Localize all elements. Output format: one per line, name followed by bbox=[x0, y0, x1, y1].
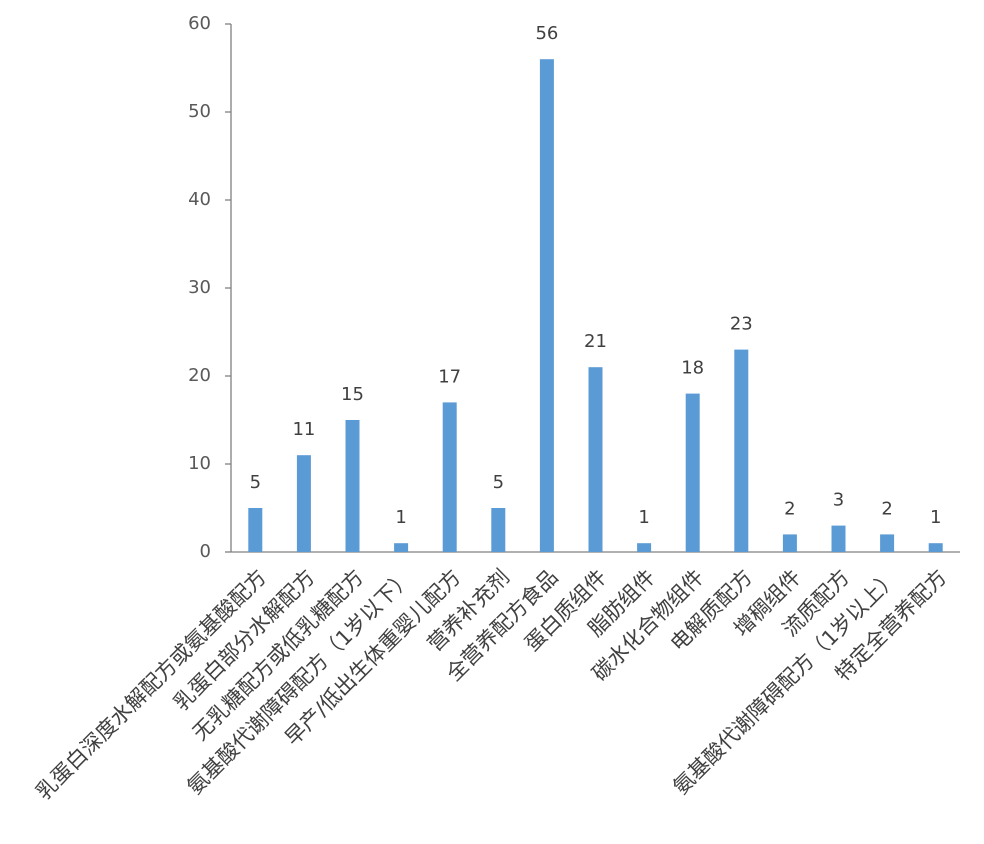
y-tick-label: 30 bbox=[188, 277, 211, 298]
value-label: 5 bbox=[493, 472, 504, 493]
bar bbox=[442, 402, 457, 552]
y-tick-label: 60 bbox=[188, 13, 211, 34]
bar bbox=[734, 349, 749, 552]
y-tick-label: 0 bbox=[200, 541, 211, 562]
y-tick-label: 50 bbox=[188, 101, 211, 122]
value-label: 2 bbox=[881, 498, 892, 519]
y-tick-label: 40 bbox=[188, 189, 211, 210]
bar bbox=[491, 508, 506, 552]
bar bbox=[296, 455, 311, 552]
value-label: 56 bbox=[535, 23, 558, 44]
value-label: 3 bbox=[833, 490, 844, 511]
bar bbox=[248, 508, 263, 552]
bar bbox=[539, 59, 554, 552]
value-label: 11 bbox=[292, 419, 315, 440]
value-label: 5 bbox=[250, 472, 261, 493]
bar bbox=[831, 525, 846, 552]
y-tick-label: 10 bbox=[188, 453, 211, 474]
value-label: 1 bbox=[638, 507, 649, 528]
value-label: 21 bbox=[584, 331, 607, 352]
bar bbox=[782, 534, 797, 552]
value-label: 1 bbox=[395, 507, 406, 528]
bar bbox=[928, 543, 943, 552]
value-label: 18 bbox=[681, 358, 704, 379]
value-label: 1 bbox=[930, 507, 941, 528]
bar bbox=[394, 543, 409, 552]
y-tick-label: 20 bbox=[188, 365, 211, 386]
bar bbox=[685, 393, 700, 552]
value-label: 17 bbox=[438, 366, 461, 387]
bar bbox=[880, 534, 895, 552]
bar bbox=[345, 420, 360, 552]
bar bbox=[637, 543, 652, 552]
value-label: 15 bbox=[341, 384, 364, 405]
value-label: 23 bbox=[730, 314, 753, 335]
value-label: 2 bbox=[784, 498, 795, 519]
bar bbox=[588, 367, 603, 552]
